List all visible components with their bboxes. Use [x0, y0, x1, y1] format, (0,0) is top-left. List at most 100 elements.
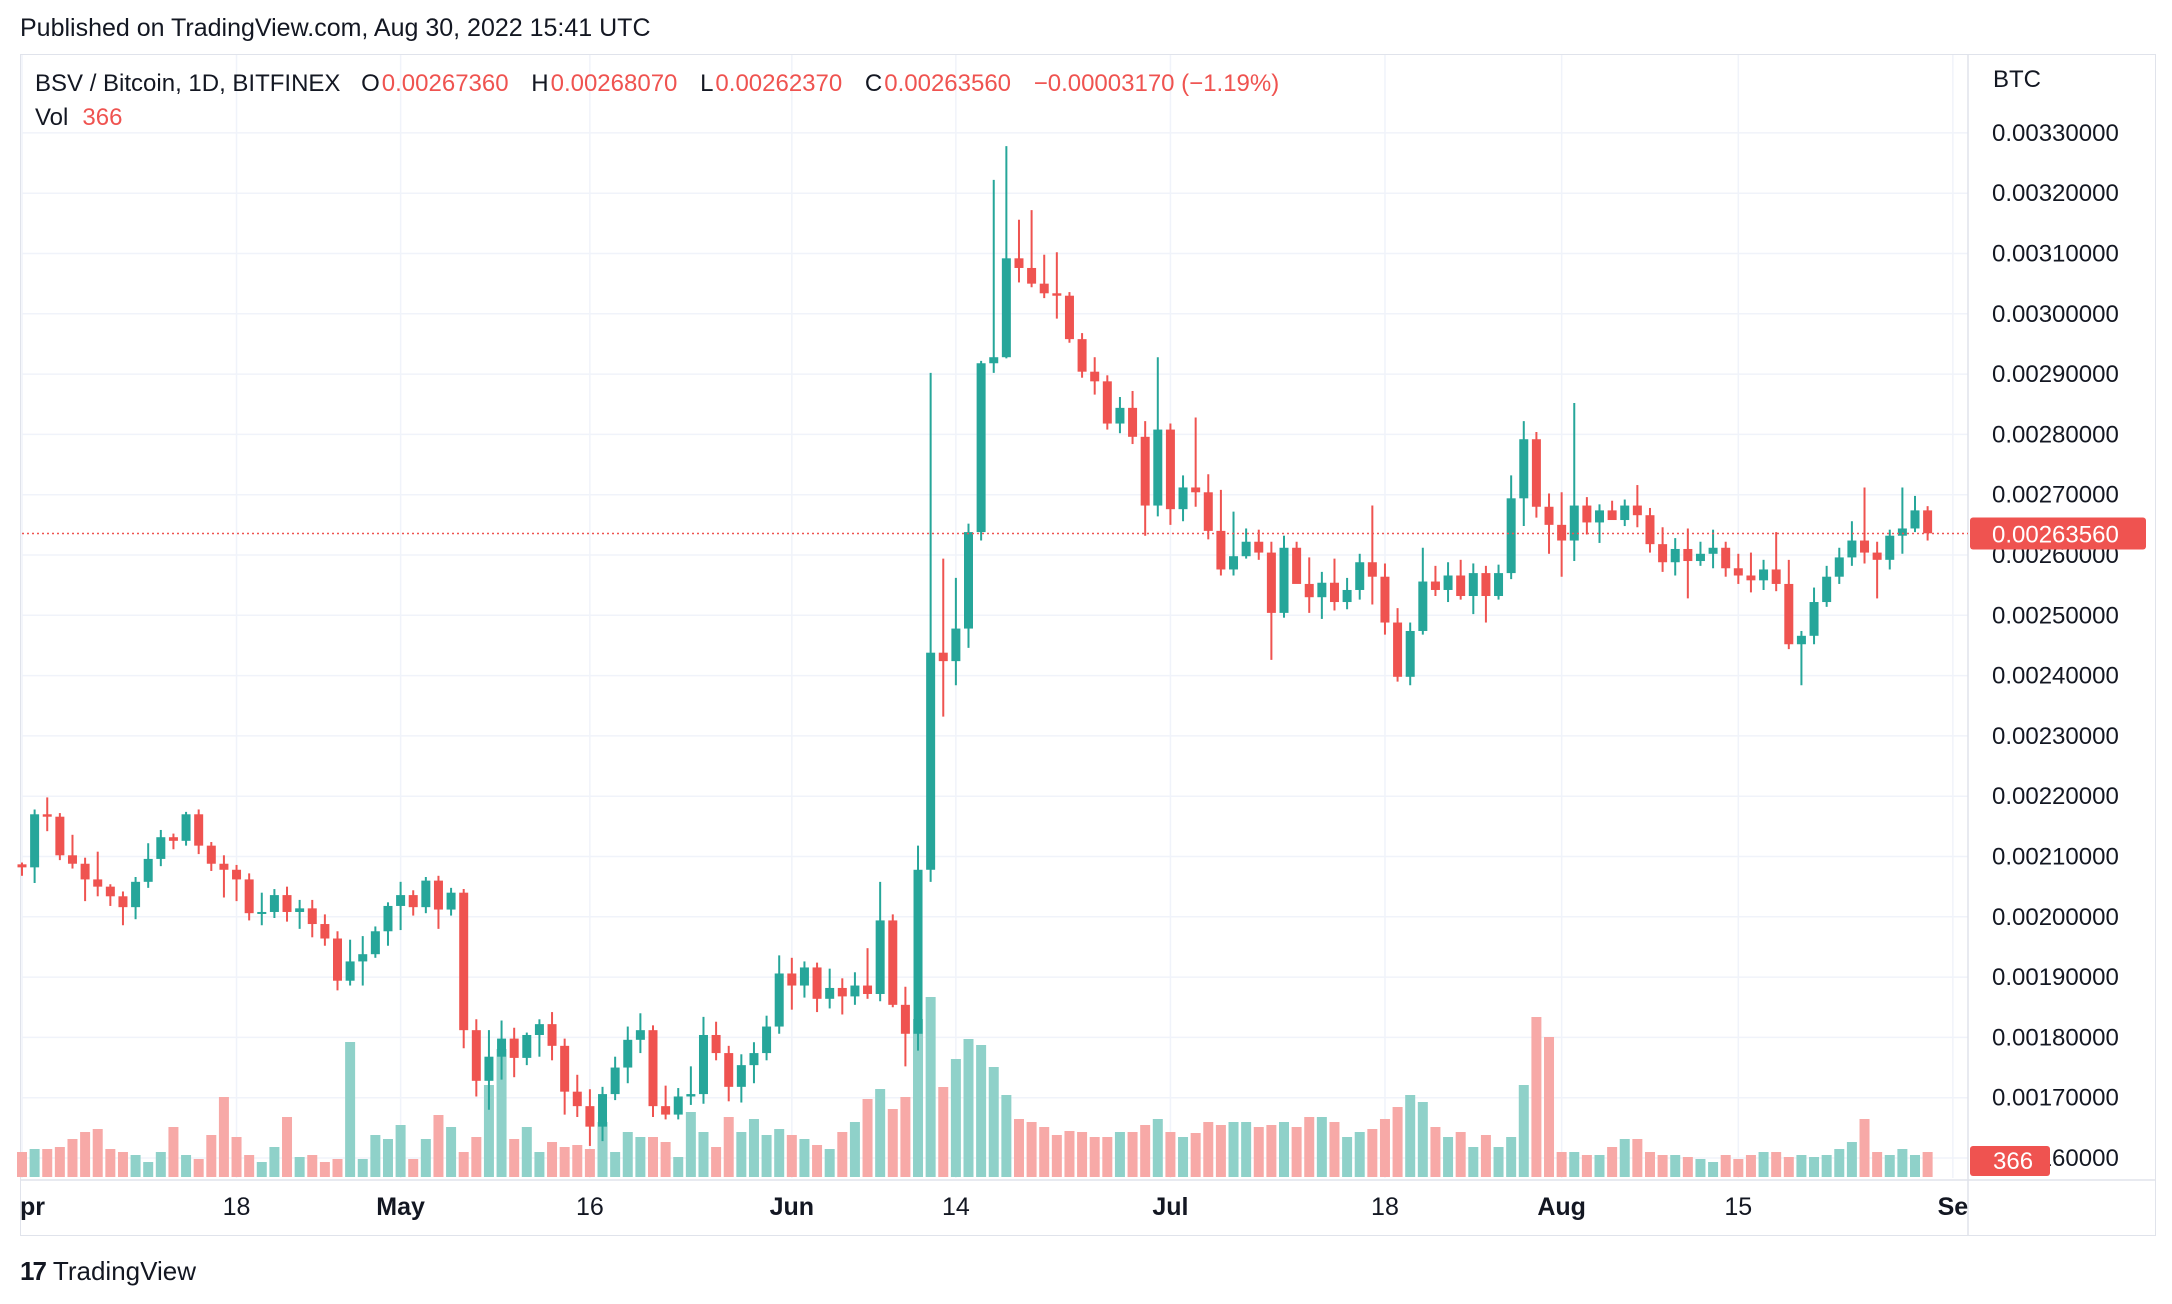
volume-bar — [117, 1152, 128, 1177]
close-value: 0.00263560 — [884, 70, 1012, 97]
volume-bar — [345, 1042, 356, 1177]
volume-bar — [1670, 1155, 1681, 1177]
volume-bar — [1644, 1152, 1655, 1177]
candle-body — [497, 1038, 507, 1057]
price-tick-label: 0.00280000 — [1992, 421, 2119, 448]
candle-body — [572, 1091, 582, 1107]
candle-body — [1860, 540, 1870, 553]
volume-bar — [1165, 1132, 1176, 1177]
low-value: 0.00262370 — [715, 70, 843, 97]
volume-bar — [748, 1119, 759, 1177]
ohlc-legend: BSV / Bitcoin, 1D, BITFINEX O0.00267360 … — [35, 70, 1295, 98]
volume-bar — [1077, 1132, 1088, 1177]
volume-bar — [799, 1139, 810, 1177]
candle-body — [307, 908, 317, 925]
candle-body — [1254, 541, 1264, 553]
volume-bar — [1733, 1159, 1744, 1177]
candle-body — [1456, 575, 1466, 597]
volume-label: Vol — [35, 104, 69, 131]
candle-body — [1897, 528, 1907, 536]
candle-body — [1279, 547, 1289, 613]
candle-body — [1885, 535, 1895, 560]
volume-bar — [1493, 1147, 1504, 1177]
candle-body — [345, 961, 355, 981]
volume-bar — [1821, 1155, 1832, 1177]
tradingview-logo[interactable]: 17 TradingView — [20, 1256, 196, 1287]
candle-body — [219, 863, 229, 870]
volume-bar — [1430, 1127, 1441, 1177]
published-note: Published on TradingView.com, Aug 30, 20… — [20, 14, 651, 42]
volume-bar — [319, 1162, 330, 1177]
price-unit: BTC — [1993, 66, 2041, 93]
candle-body — [17, 864, 27, 868]
volume-bar — [1846, 1142, 1857, 1177]
price-axis: 0.00330000 0.00320000 0.00310000 0.00300000… — [1992, 120, 2119, 1172]
candle-body — [55, 816, 65, 856]
volume-bar — [774, 1129, 785, 1177]
candle-body — [547, 1024, 557, 1046]
open-label: O — [361, 70, 380, 97]
candle-body — [736, 1065, 746, 1087]
candle-body — [749, 1053, 759, 1066]
volume-bar — [988, 1067, 999, 1177]
candle-body — [1658, 544, 1668, 563]
time-tick-label: Jun — [770, 1193, 814, 1221]
volume-bar — [1392, 1107, 1403, 1177]
volume-bar — [950, 1059, 961, 1177]
candle-body — [534, 1024, 544, 1035]
volume-bar — [1884, 1155, 1895, 1177]
time-axis: pr 18 May 16 Jun 14 Jul 18 Aug 15 Se — [20, 1193, 1968, 1221]
volume-bar — [458, 1152, 469, 1177]
volume-bar — [849, 1122, 860, 1177]
volume-bar — [1013, 1119, 1024, 1177]
candle-body — [244, 879, 254, 914]
volume-bar — [1215, 1125, 1226, 1177]
candle-body — [1557, 524, 1567, 541]
volume-bar — [155, 1152, 166, 1177]
volume-bar — [496, 1049, 507, 1177]
candle-body — [623, 1039, 633, 1068]
change-value: −0.00003170 (−1.19%) — [1033, 70, 1280, 97]
candle-body — [1128, 407, 1138, 437]
price-tick-label: 0.00240000 — [1992, 663, 2119, 690]
volume-bar — [1910, 1155, 1920, 1177]
volume-bar — [597, 1122, 608, 1177]
volume-bar — [1443, 1137, 1454, 1177]
candle-body — [698, 1034, 708, 1095]
symbol-label: BSV / Bitcoin, 1D, BITFINEX — [35, 70, 341, 97]
volume-bar — [685, 1112, 696, 1177]
open-value: 0.00267360 — [381, 70, 509, 97]
volume-bar — [534, 1152, 545, 1177]
candle-body — [610, 1067, 620, 1095]
volume-bar — [1455, 1132, 1466, 1177]
volume-value: 366 — [82, 104, 123, 131]
candle-body — [156, 837, 166, 859]
candle-body — [1822, 576, 1832, 603]
candle-body — [989, 357, 999, 364]
volume-bar — [357, 1159, 368, 1177]
time-tick-label: Aug — [1537, 1193, 1586, 1221]
candle-body — [661, 1106, 671, 1115]
candle-body — [1140, 436, 1150, 506]
candle-body — [1910, 510, 1920, 529]
volume-bar — [925, 997, 936, 1177]
candle-body — [648, 1030, 658, 1107]
volume-bar — [1506, 1137, 1517, 1177]
candle-body — [484, 1056, 494, 1081]
candle-body — [1165, 429, 1175, 510]
candle-body — [421, 880, 431, 908]
volume-bar — [1531, 1017, 1542, 1177]
candle-body — [1683, 548, 1693, 562]
candle-body — [825, 987, 835, 999]
tradingview-mark-icon: 17 — [20, 1256, 47, 1286]
volume-bar — [723, 1117, 734, 1177]
candle-body — [433, 880, 443, 910]
volume-bar — [610, 1152, 621, 1177]
volume-bar — [1556, 1152, 1567, 1177]
volume-bar — [1468, 1147, 1479, 1177]
volume-bar — [1241, 1122, 1252, 1177]
candle-body — [1443, 575, 1453, 590]
volume-bar — [42, 1149, 53, 1177]
volume-bar — [572, 1145, 583, 1177]
